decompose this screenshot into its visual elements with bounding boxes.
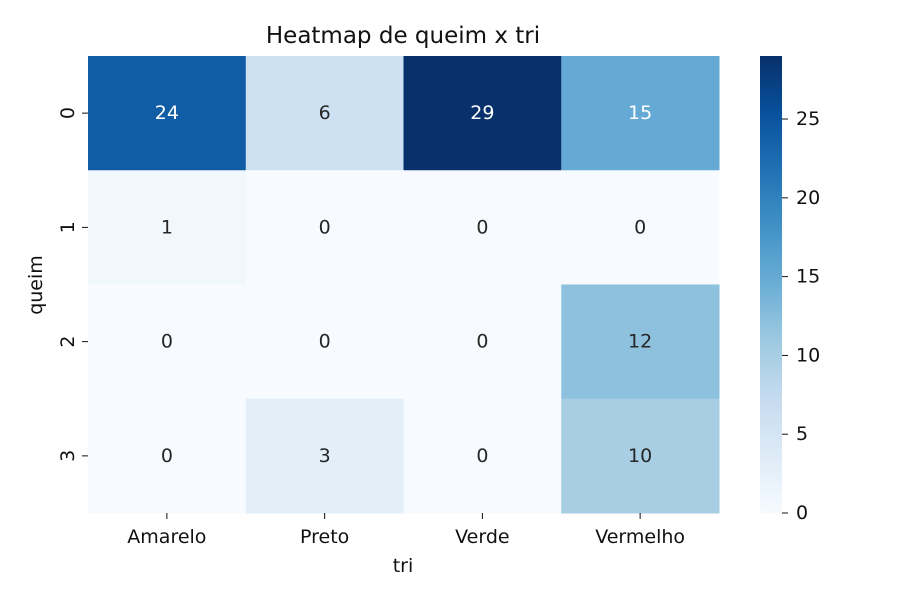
- heatmap-cell-value: 15: [628, 102, 652, 124]
- colorbar: 0 5 10 15 20 25: [760, 56, 820, 524]
- heatmap-cell: [88, 170, 247, 285]
- heatmap-cell-value: 0: [476, 331, 488, 353]
- heatmap-cell-value: 3: [319, 445, 331, 467]
- heatmap-cell-value: 0: [319, 216, 331, 238]
- y-axis-label: queim: [25, 255, 47, 315]
- x-tick-label: Vermelho: [595, 526, 685, 548]
- heatmap-cell: [561, 284, 720, 400]
- x-tick-label: Amarelo: [127, 526, 206, 548]
- heatmap-cell: [88, 56, 247, 171]
- heatmap-cell: [88, 398, 247, 514]
- heatmap-grid: [88, 56, 720, 514]
- colorbar-ticks: 0 5 10 15 20 25: [782, 108, 820, 524]
- heatmap-cell-value: 29: [470, 102, 494, 124]
- colorbar-tick-label: 5: [796, 423, 808, 445]
- y-tick-label: 2: [57, 336, 79, 348]
- x-tick-label: Verde: [455, 526, 509, 548]
- heatmap-cell-value: 12: [628, 331, 652, 353]
- heatmap-cell-value: 0: [161, 445, 173, 467]
- heatmap-cell-value: 0: [319, 331, 331, 353]
- heatmap-cell: [88, 284, 247, 400]
- chart-title: Heatmap de queim x tri: [266, 23, 540, 49]
- y-tick-label: 0: [57, 107, 79, 119]
- heatmap-annotations: 24 6 29 151 0 0 00 0 0 120 3 0 10: [155, 102, 652, 467]
- heatmap-cell-value: 10: [628, 445, 652, 467]
- x-tick-label: Preto: [300, 526, 349, 548]
- heatmap-cell-value: 0: [476, 445, 488, 467]
- y-tick-label: 3: [57, 450, 79, 462]
- heatmap-cell-value: 1: [161, 216, 173, 238]
- colorbar-tick-label: 15: [796, 266, 820, 288]
- heatmap-cell: [245, 398, 404, 514]
- y-axis: 0 1 2 3: [57, 107, 88, 462]
- y-tick-label: 1: [57, 221, 79, 233]
- heatmap-cell: [403, 170, 562, 285]
- heatmap-cell: [561, 56, 720, 171]
- heatmap-cell-value: 0: [476, 216, 488, 238]
- colorbar-gradient: [760, 56, 782, 513]
- heatmap-cell-value: 0: [634, 216, 646, 238]
- colorbar-tick-label: 20: [796, 187, 820, 209]
- heatmap-cell-value: 0: [161, 331, 173, 353]
- x-axis: Amarelo Preto Verde Vermelho: [127, 513, 685, 548]
- heatmap-cell-value: 24: [155, 102, 179, 124]
- colorbar-tick-label: 25: [796, 108, 820, 130]
- x-axis-label: tri: [393, 555, 414, 577]
- heatmap-cell: [561, 170, 720, 285]
- heatmap-cell: [561, 398, 720, 514]
- colorbar-tick-label: 10: [796, 344, 820, 366]
- colorbar-tick-label: 0: [796, 502, 808, 524]
- heatmap-cell: [403, 398, 562, 514]
- heatmap-cell: [245, 170, 404, 285]
- heatmap-cell: [403, 284, 562, 400]
- heatmap-cell-value: 6: [319, 102, 331, 124]
- heatmap-cell: [245, 284, 404, 400]
- heatmap-cell: [245, 56, 404, 171]
- heatmap-cell: [403, 56, 562, 171]
